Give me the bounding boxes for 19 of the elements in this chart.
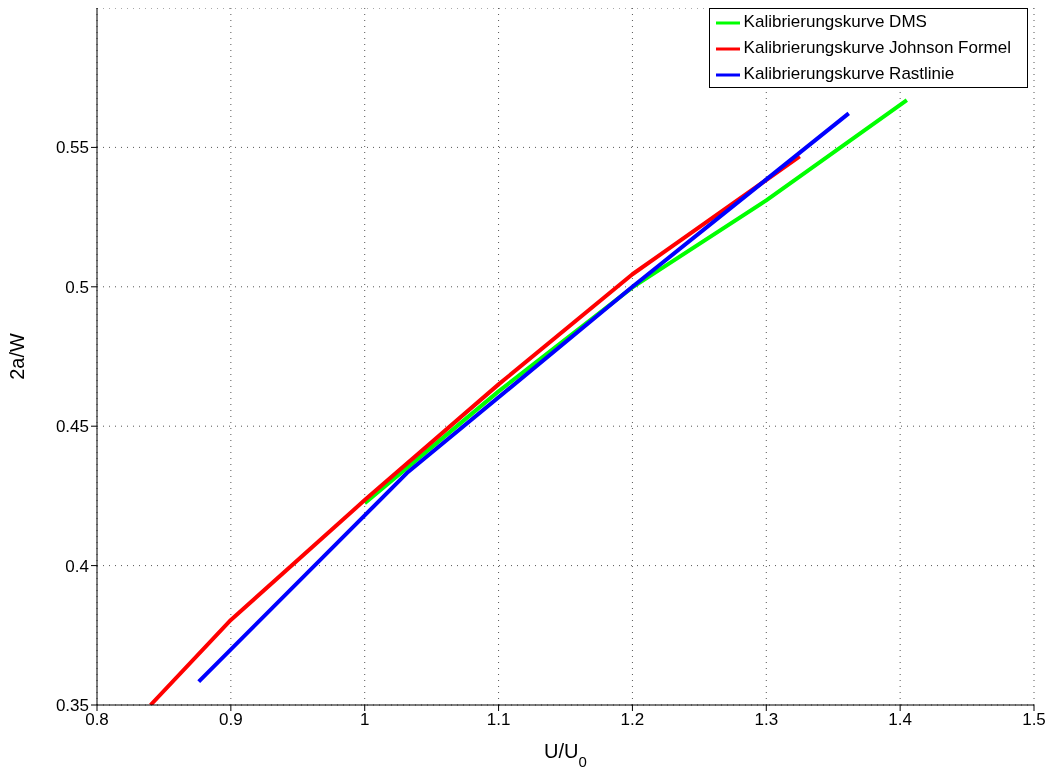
x-tick-label: 0.9 (219, 710, 243, 730)
legend-label: Kalibrierungskurve Johnson Formel (743, 38, 1011, 57)
x-tick-label: 1 (359, 710, 370, 730)
x-tick-label: 1.4 (888, 710, 912, 730)
y-tick-label: 0.45 (55, 417, 89, 437)
line-series (196, 111, 851, 684)
x-tick-label: 1.3 (754, 710, 779, 730)
y-tick-label: 0.5 (65, 277, 89, 297)
x-tick-label: 0.8 (85, 710, 109, 730)
y-tick-label: 0.4 (65, 556, 89, 576)
legend-label: Kalibrierungskurve Rastlinie (743, 64, 955, 83)
x-axis-title: U/U$_{0}$ (544, 740, 587, 770)
line-series (148, 154, 802, 705)
legend-label: Kalibrierungskurve DMS (743, 12, 927, 31)
x-tick-label: 1.1 (486, 710, 511, 730)
y-tick-label: 0.55 (55, 138, 89, 158)
x-tick-label: 1.5 (1022, 710, 1046, 730)
y-axis-title: 2a/W (6, 333, 28, 380)
x-tick-label: 1.2 (620, 710, 645, 730)
